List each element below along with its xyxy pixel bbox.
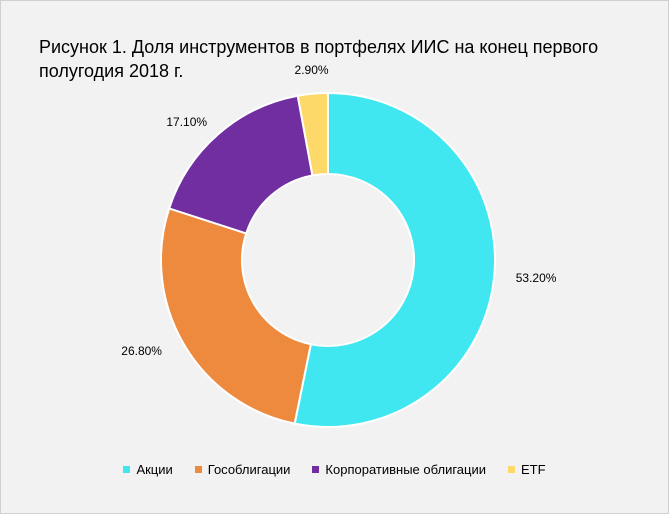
legend-label: Гособлигации: [207, 462, 291, 477]
legend-item-корпоративные-облигации: Корпоративные облигации: [312, 462, 486, 477]
legend-swatch: [312, 466, 320, 473]
slice-гособлигации: [160, 207, 313, 425]
legend-swatch: [194, 466, 202, 473]
data-label-гособлигации: 26.80%: [121, 344, 162, 358]
legend-item-акции: Акции: [123, 462, 173, 477]
legend-label: Акции: [136, 462, 173, 477]
legend-swatch: [123, 466, 131, 473]
data-labels: 53.20% 26.80% 17.10% 2.90%: [121, 63, 556, 358]
donut-slices: [160, 91, 496, 428]
slice-акции: [293, 91, 496, 428]
legend-swatch: [507, 466, 515, 473]
slice-etf: [296, 91, 329, 177]
chart-title: Рисунок 1. Доля инструментов в портфелях…: [39, 37, 599, 81]
legend-label: ETF: [520, 462, 546, 477]
legend-item-etf: ETF: [507, 462, 546, 477]
legend-label: Корпоративные облигации: [325, 462, 486, 477]
data-label-etf: 2.90%: [295, 63, 329, 77]
legend-item-гособлигации: Гособлигации: [194, 462, 291, 477]
data-label-корпоративные-облигации: 17.10%: [166, 115, 207, 129]
slice-корпоративные-облигации: [167, 94, 314, 235]
chart-legend: Акции Гособлигации Корпоративные облигации…: [0, 462, 669, 477]
data-label-акции: 53.20%: [516, 271, 557, 285]
